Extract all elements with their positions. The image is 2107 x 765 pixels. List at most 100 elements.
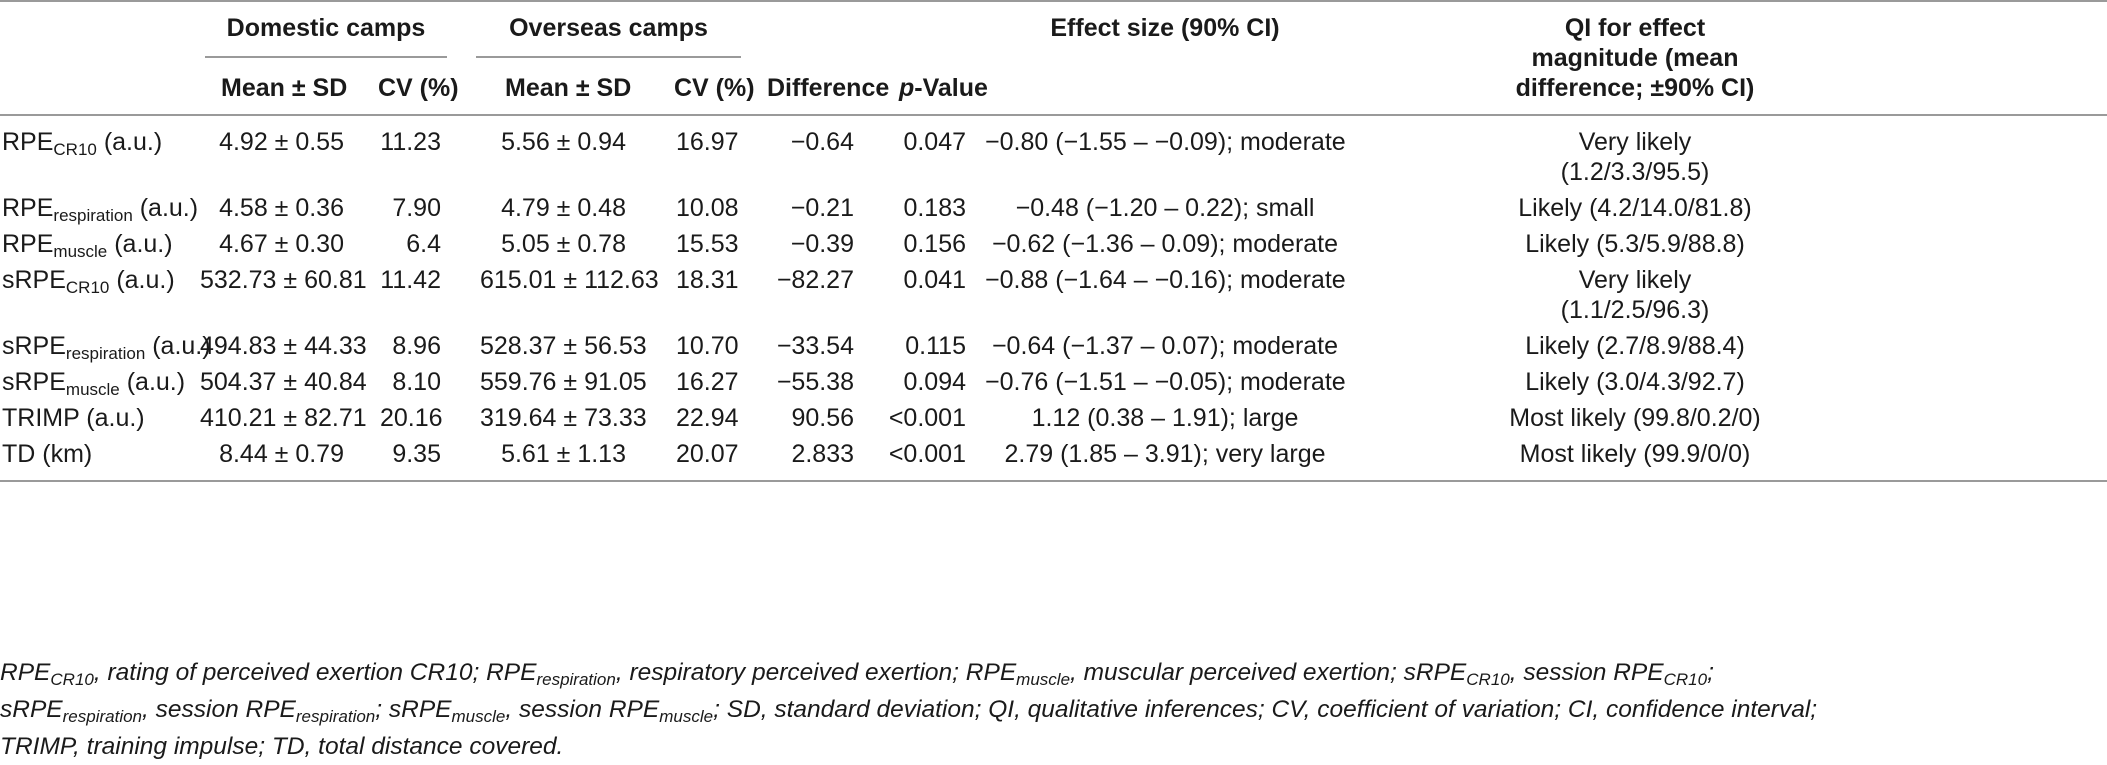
effect-size: 1.12 (0.38 – 1.91); large — [1031, 404, 1299, 432]
overseas-group-rule — [476, 56, 741, 58]
row-label-base: sRPE — [2, 368, 66, 396]
domestic-mean-sd-header: Mean ± SD — [221, 74, 348, 102]
overseas-cv: 15.53 — [676, 230, 739, 258]
overseas-cv: 16.27 — [676, 368, 739, 396]
footnote-text: , session RPE — [505, 696, 660, 723]
footnote-line-1: RPECR10, rating of perceived exertion CR… — [0, 654, 2107, 691]
footnote-text: , muscular perceived exertion; sRPE — [1070, 659, 1467, 686]
row-label-subscript: CR10 — [53, 140, 97, 159]
overseas-camps-header: Overseas camps — [509, 14, 708, 42]
row-label-subscript: respiration — [53, 206, 133, 225]
row-label: RPEmuscle (a.u.) — [2, 229, 173, 261]
difference: −0.21 — [790, 194, 854, 222]
footnote-subscript: muscle — [1016, 670, 1071, 689]
qi-line-1: Likely (4.2/14.0/81.8) — [1518, 194, 1752, 222]
row-label: RPECR10 (a.u.) — [2, 127, 163, 159]
p-value: 0.183 — [903, 194, 966, 222]
qi-line-1: Most likely (99.8/0.2/0) — [1509, 404, 1761, 432]
overseas-cv: 18.31 — [676, 266, 739, 294]
row-label-base: RPE — [2, 128, 54, 156]
qi-line-1: Very likely — [1578, 266, 1692, 294]
difference: −0.64 — [790, 128, 854, 156]
table-footnote: RPECR10, rating of perceived exertion CR… — [0, 654, 2107, 765]
qi-header-line-1: QI for effect — [1564, 14, 1706, 42]
overseas-mean-sd: 5.61 ± 1.13 — [501, 440, 626, 468]
domestic-cv: 8.96 — [392, 332, 441, 360]
effect-size-header: Effect size (90% CI) — [1050, 14, 1280, 42]
p-value: 0.156 — [903, 230, 966, 258]
overseas-cv: 10.08 — [676, 194, 739, 222]
footnote-subscript: muscle — [451, 707, 506, 726]
row-label-unit: (a.u.) — [132, 194, 199, 222]
effect-size: −0.64 (−1.37 – 0.07); moderate — [991, 332, 1339, 360]
domestic-cv-header: CV (%) — [378, 74, 459, 102]
footnote-text: , session RPE — [1509, 659, 1664, 686]
footnote-line-3: TRIMP, training impulse; TD, total dista… — [0, 728, 2107, 765]
overseas-mean-sd: 5.05 ± 0.78 — [501, 230, 626, 258]
p-value-header: p-Value — [899, 73, 988, 103]
row-label-unit: (km) — [35, 440, 93, 468]
footnote-subscript: CR10 — [1466, 670, 1510, 689]
overseas-mean-sd: 559.76 ± 91.05 — [480, 368, 647, 396]
overseas-cv: 20.07 — [676, 440, 739, 468]
table-bottom-rule — [0, 480, 2107, 482]
overseas-cv: 22.94 — [676, 404, 739, 432]
domestic-cv: 7.90 — [392, 194, 441, 222]
row-label-unit: (a.u.) — [109, 266, 175, 294]
p-value: <0.001 — [888, 440, 966, 468]
difference: −55.38 — [776, 368, 854, 396]
p-value: 0.041 — [903, 266, 966, 294]
domestic-mean-sd: 494.83 ± 44.33 — [200, 332, 367, 360]
effect-size: −0.80 (−1.55 – −0.09); moderate — [985, 128, 1346, 156]
qi-line-2: (1.1/2.5/96.3) — [1560, 296, 1710, 324]
footnote-subscript: respiration — [536, 670, 616, 689]
domestic-mean-sd: 504.37 ± 40.84 — [200, 368, 367, 396]
row-label-base: TD — [2, 440, 36, 468]
qi-line-2: (1.2/3.3/95.5) — [1560, 158, 1710, 186]
footnote-subscript: CR10 — [50, 670, 94, 689]
overseas-mean-sd: 615.01 ± 112.63 — [480, 266, 659, 294]
row-label: sRPErespiration (a.u.) — [2, 331, 211, 363]
domestic-cv: 11.42 — [380, 266, 441, 294]
row-label-base: sRPE — [2, 332, 66, 360]
difference-header: Difference — [767, 74, 890, 102]
footnote-text: , session RPE — [142, 696, 296, 723]
domestic-cv: 9.35 — [392, 440, 441, 468]
footnote-subscript: muscle — [659, 707, 714, 726]
footnote-text: TRIMP, training impulse; TD, total dista… — [0, 733, 564, 760]
p-value-rest: -Value — [914, 74, 988, 102]
difference: 2.833 — [791, 440, 854, 468]
row-label-subscript: respiration — [65, 344, 146, 363]
p-value: <0.001 — [888, 404, 966, 432]
p-italic: p — [899, 74, 915, 102]
overseas-cv-header: CV (%) — [674, 74, 755, 102]
domestic-cv: 20.16 — [380, 404, 443, 432]
footnote-text: RPE — [0, 659, 51, 686]
qi-header-line-3: difference; ±90% CI) — [1515, 74, 1755, 102]
effect-size: −0.48 (−1.20 – 0.22); small — [1015, 194, 1315, 222]
row-label-unit: (a.u.) — [79, 404, 145, 432]
effect-size: −0.76 (−1.51 – −0.05); moderate — [985, 368, 1346, 396]
domestic-mean-sd: 8.44 ± 0.79 — [219, 440, 344, 468]
domestic-camps-header: Domestic camps — [226, 14, 426, 42]
footnote-subscript: respiration — [295, 707, 376, 726]
row-label-base: RPE — [2, 194, 54, 222]
row-label-base: RPE — [2, 230, 54, 258]
row-label-unit: (a.u.) — [107, 230, 173, 258]
footnote-line-2: sRPErespiration, session RPErespiration;… — [0, 691, 2107, 728]
domestic-cv: 6.4 — [406, 230, 441, 258]
difference: −0.39 — [790, 230, 854, 258]
row-label-subscript: muscle — [53, 242, 108, 261]
p-value: 0.094 — [903, 368, 966, 396]
qi-line-1: Likely (5.3/5.9/88.8) — [1525, 230, 1745, 258]
overseas-cv: 16.97 — [676, 128, 739, 156]
row-label-unit: (a.u.) — [96, 128, 163, 156]
footnote-text: , respiratory perceived exertion; RPE — [615, 659, 1017, 686]
p-value: 0.047 — [903, 128, 966, 156]
difference: −33.54 — [776, 332, 854, 360]
row-label: sRPECR10 (a.u.) — [2, 265, 175, 296]
domestic-mean-sd: 4.67 ± 0.30 — [219, 230, 344, 258]
domestic-mean-sd: 4.58 ± 0.36 — [219, 194, 344, 222]
qi-line-1: Most likely (99.9/0/0) — [1519, 440, 1751, 468]
domestic-mean-sd: 4.92 ± 0.55 — [219, 128, 344, 156]
